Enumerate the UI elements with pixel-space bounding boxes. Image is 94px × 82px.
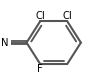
Text: Cl: Cl (62, 11, 72, 21)
Text: N: N (1, 38, 8, 48)
Text: Cl: Cl (35, 11, 45, 21)
Text: F: F (37, 64, 43, 74)
